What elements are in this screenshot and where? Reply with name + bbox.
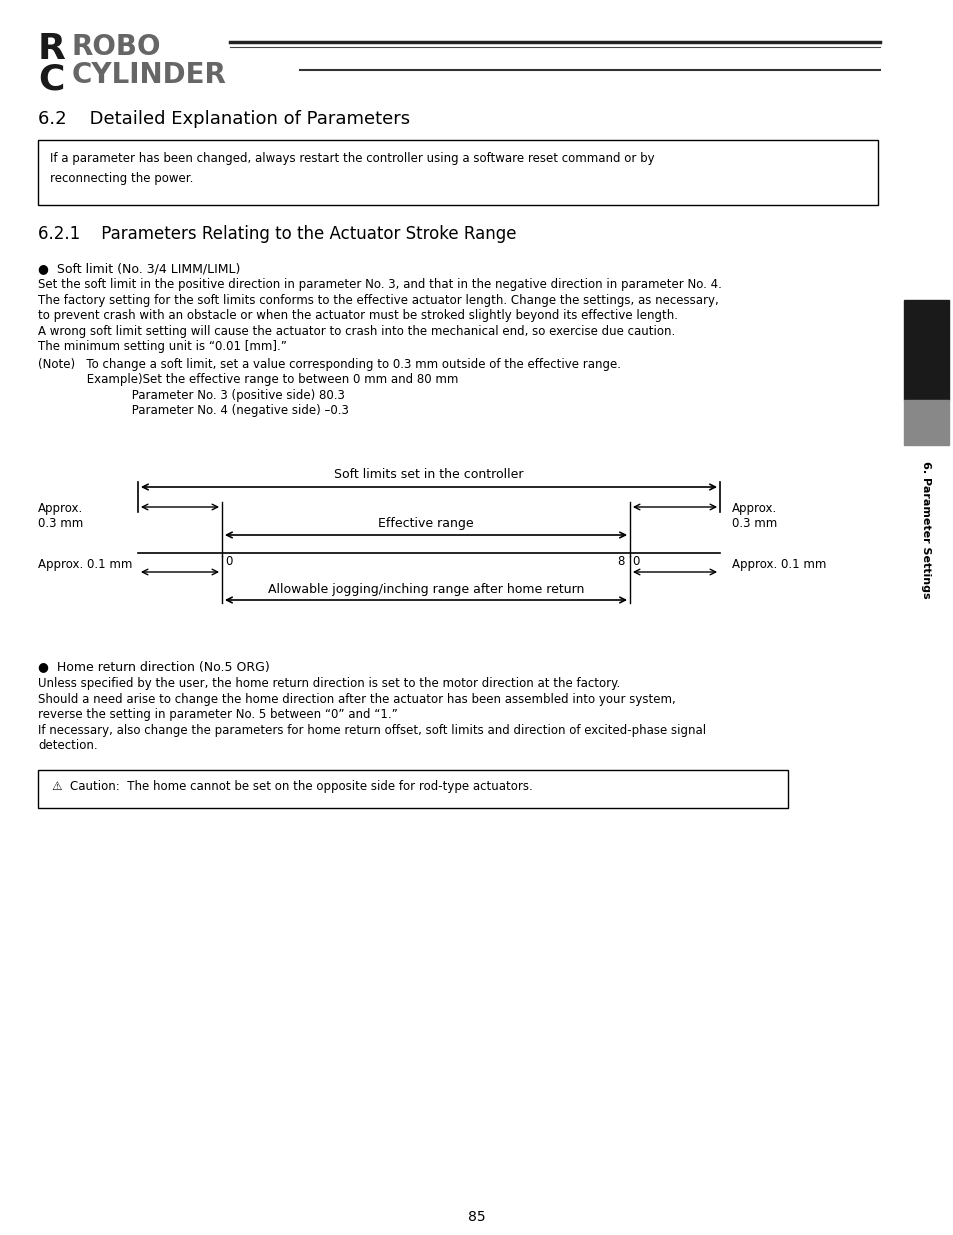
Text: 0: 0: [225, 555, 233, 568]
Text: ROBO: ROBO: [71, 33, 161, 61]
Text: A wrong soft limit setting will cause the actuator to crash into the mechanical : A wrong soft limit setting will cause th…: [38, 325, 675, 337]
Text: 8: 8: [617, 555, 624, 568]
Text: The factory setting for the soft limits conforms to the effective actuator lengt: The factory setting for the soft limits …: [38, 294, 718, 306]
Text: Approx.
0.3 mm: Approx. 0.3 mm: [38, 501, 83, 530]
Text: Parameter No. 4 (negative side) –0.3: Parameter No. 4 (negative side) –0.3: [38, 404, 349, 417]
Text: 6. Parameter Settings: 6. Parameter Settings: [920, 461, 930, 599]
Text: 0: 0: [631, 555, 639, 568]
Text: Soft limits set in the controller: Soft limits set in the controller: [334, 468, 523, 480]
Text: Example)Set the effective range to between 0 mm and 80 mm: Example)Set the effective range to betwe…: [38, 373, 457, 387]
Text: CYLINDER: CYLINDER: [71, 61, 227, 89]
Text: 85: 85: [468, 1210, 485, 1224]
Text: 6.2    Detailed Explanation of Parameters: 6.2 Detailed Explanation of Parameters: [38, 110, 410, 128]
Text: Allowable jogging/inching range after home return: Allowable jogging/inching range after ho…: [268, 583, 583, 597]
Text: If necessary, also change the parameters for home return offset, soft limits and: If necessary, also change the parameters…: [38, 724, 705, 736]
Text: If a parameter has been changed, always restart the controller using a software : If a parameter has been changed, always …: [50, 152, 654, 185]
Bar: [903, 400, 948, 445]
Text: Approx. 0.1 mm: Approx. 0.1 mm: [731, 558, 825, 571]
Text: reverse the setting in parameter No. 5 between “0” and “1.”: reverse the setting in parameter No. 5 b…: [38, 708, 397, 721]
Bar: [38, 140, 877, 205]
Bar: [903, 300, 948, 400]
Text: Approx.
0.3 mm: Approx. 0.3 mm: [731, 501, 777, 530]
Text: The minimum setting unit is “0.01 [mm].”: The minimum setting unit is “0.01 [mm].”: [38, 340, 287, 353]
Text: ●  Soft limit (No. 3/4 LIMM/LIML): ● Soft limit (No. 3/4 LIMM/LIML): [38, 262, 240, 275]
Text: ●  Home return direction (No.5 ORG): ● Home return direction (No.5 ORG): [38, 659, 270, 673]
Text: Effective range: Effective range: [377, 517, 474, 530]
Text: Unless specified by the user, the home return direction is set to the motor dire: Unless specified by the user, the home r…: [38, 677, 619, 690]
Text: C: C: [38, 62, 64, 96]
Text: to prevent crash with an obstacle or when the actuator must be stroked slightly : to prevent crash with an obstacle or whe…: [38, 309, 678, 322]
Text: Should a need arise to change the home direction after the actuator has been ass: Should a need arise to change the home d…: [38, 693, 675, 705]
Text: Approx. 0.1 mm: Approx. 0.1 mm: [38, 558, 132, 571]
Text: R: R: [38, 32, 66, 65]
Text: 6.2.1    Parameters Relating to the Actuator Stroke Range: 6.2.1 Parameters Relating to the Actuato…: [38, 225, 516, 243]
Text: detection.: detection.: [38, 739, 97, 752]
Text: (Note)   To change a soft limit, set a value corresponding to 0.3 mm outside of : (Note) To change a soft limit, set a val…: [38, 357, 620, 370]
Bar: [38, 769, 787, 808]
Text: ⚠  Caution:  The home cannot be set on the opposite side for rod-type actuators.: ⚠ Caution: The home cannot be set on the…: [52, 779, 532, 793]
Text: Set the soft limit in the positive direction in parameter No. 3, and that in the: Set the soft limit in the positive direc…: [38, 278, 721, 291]
Text: Parameter No. 3 (positive side) 80.3: Parameter No. 3 (positive side) 80.3: [38, 389, 345, 401]
